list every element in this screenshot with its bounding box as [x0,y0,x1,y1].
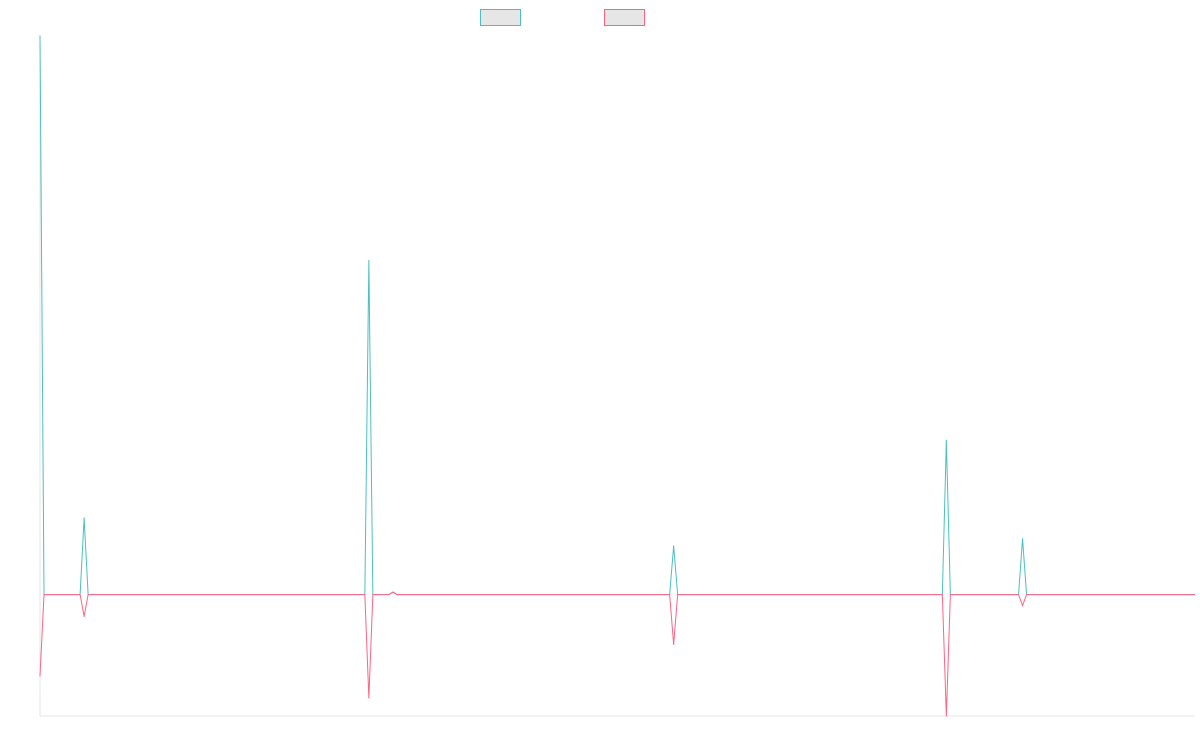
data-point [368,260,370,262]
series-lines [39,35,1195,717]
series-line-1 [39,35,1195,596]
data-point [673,545,675,547]
data-point [39,675,41,677]
data-point [945,715,947,717]
data-point [1021,604,1024,607]
axes [39,36,1195,717]
series-line-2 [39,591,1195,717]
data-point [83,615,85,618]
data-point [673,643,675,645]
legend[interactable] [480,9,645,26]
data-point [945,439,947,441]
data-point [392,591,394,593]
data-point [39,35,41,37]
legend-swatch-series-2[interactable] [604,9,645,26]
data-point [1021,538,1024,540]
data-point [368,697,370,699]
legend-swatch-series-1[interactable] [480,9,521,26]
data-point [83,517,85,519]
